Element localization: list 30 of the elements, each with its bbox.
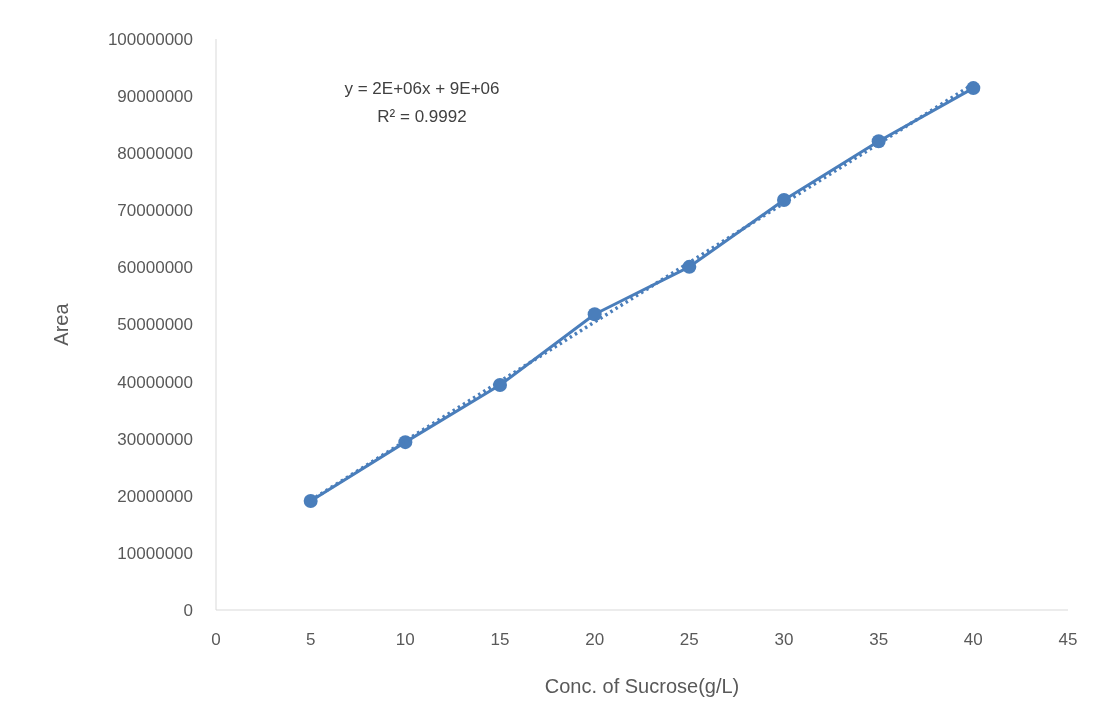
y-tick-label: 90000000 xyxy=(117,87,193,107)
y-tick-label: 70000000 xyxy=(117,201,193,221)
point xyxy=(587,307,602,322)
annotation: R² = 0.9992 xyxy=(377,107,467,126)
x-tick-label: 15 xyxy=(490,630,510,649)
point xyxy=(303,493,318,508)
x-tick-label: 40 xyxy=(963,630,983,649)
x-tick-label: 35 xyxy=(869,630,889,649)
annotation: y = 2E+06x + 9E+06 xyxy=(344,79,500,98)
x-tick-label: 10 xyxy=(395,630,415,649)
y-tick-label: 30000000 xyxy=(117,429,193,449)
y-tick-label: 80000000 xyxy=(117,144,193,164)
point xyxy=(777,193,791,208)
point xyxy=(493,378,507,393)
x-tick-label: 5 xyxy=(305,630,316,649)
x-axis-title: Conc. of Sucrose(g/L) xyxy=(544,675,740,697)
y-tick-label: 40000000 xyxy=(117,372,193,392)
point xyxy=(966,81,981,96)
y-tick-label: 10000000 xyxy=(117,543,193,563)
y-tick-label: 20000000 xyxy=(117,486,193,506)
x-tick-label: 30 xyxy=(774,630,794,649)
x-tick-label: 20 xyxy=(585,630,605,649)
y-axis-title: Area xyxy=(50,302,72,346)
y-tick-label: 60000000 xyxy=(117,258,193,278)
x-tick-label: 25 xyxy=(679,630,699,649)
x-tick-label: 0 xyxy=(211,630,221,649)
y-tick-label: 100000000 xyxy=(107,29,193,49)
x-tick-label: 45 xyxy=(1058,630,1078,649)
y-tick-label: 50000000 xyxy=(117,315,193,335)
y-tick-label: 0 xyxy=(183,600,193,620)
